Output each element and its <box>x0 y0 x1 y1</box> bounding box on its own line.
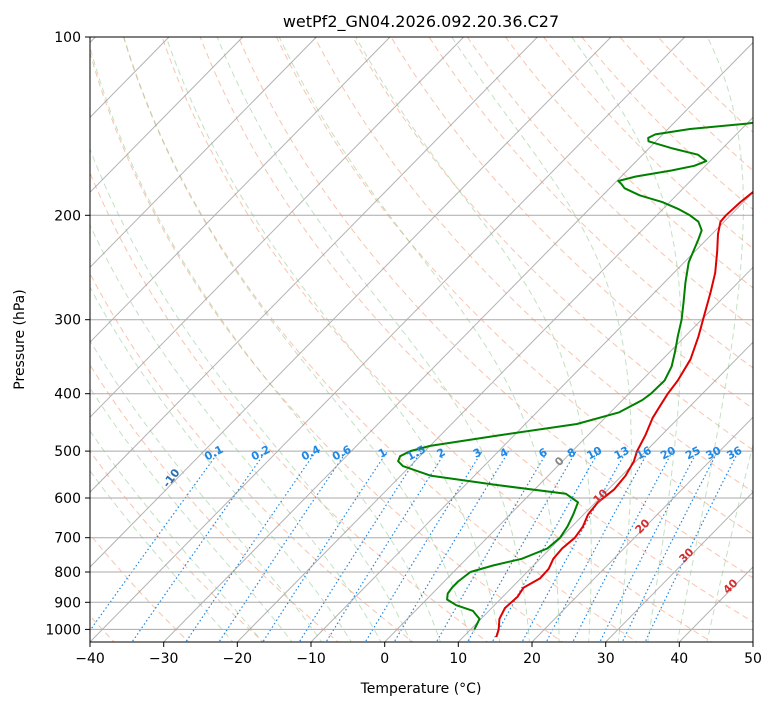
plot-area: 0.10.20.40.611.52346810131620253036-100-… <box>90 37 753 642</box>
y-tick-label: 800 <box>54 565 81 581</box>
x-tick-label: 20 <box>523 651 541 667</box>
mixing-ratio-line <box>131 450 267 642</box>
isotherm-line <box>90 37 244 194</box>
mixing-ratio-line <box>521 450 627 642</box>
mixing-ratio-line <box>218 450 348 642</box>
y-axis-label: Pressure (hPa) <box>12 289 28 389</box>
isotherm-line <box>531 416 753 642</box>
mixing-ratio-label: 36 <box>725 444 745 463</box>
x-tick-label: −10 <box>296 651 326 667</box>
moist-adiabat-line <box>90 223 382 642</box>
x-axis-label: Temperature (°C) <box>360 681 482 697</box>
dry-adiabat-line <box>466 37 753 329</box>
mixing-ratio-line <box>545 450 649 642</box>
isotherm-line <box>90 37 317 269</box>
mixing-ratio-label: 10 <box>585 444 605 463</box>
isotherm-line <box>90 37 391 343</box>
mixing-ratio-label: 30 <box>704 444 724 463</box>
plot-frame <box>89 36 754 643</box>
mixing-ratio-line <box>90 450 220 632</box>
y-tick-label: 900 <box>54 595 81 611</box>
mixing-ratio-line <box>325 450 447 642</box>
isotherm-line <box>90 37 686 642</box>
y-tick-label: 500 <box>54 444 81 460</box>
y-axis-ticks: 100 200 300 400 500 600 700 800 900 1000 <box>45 30 90 638</box>
dry-adiabat-line <box>428 37 753 369</box>
moist-adiabat-line <box>90 147 412 642</box>
isotherms <box>90 37 753 642</box>
x-tick-label: 50 <box>744 651 762 667</box>
y-tick-label: 1000 <box>45 622 81 638</box>
x-tick-label: 0 <box>380 651 389 667</box>
x-tick-label: −20 <box>223 651 253 667</box>
chart-title: wetPf2_GN04.2026.092.20.36.C27 <box>283 12 559 32</box>
mixing-ratio-line <box>572 450 674 642</box>
x-tick-label: 40 <box>670 651 688 667</box>
dry-adiabat-line <box>352 37 753 451</box>
isotherm-line <box>163 41 753 642</box>
dry-adiabat-line <box>314 37 753 493</box>
isotherm-line <box>236 116 753 642</box>
x-tick-label: 30 <box>597 651 615 667</box>
mixing-ratio-line <box>364 450 483 642</box>
dry-adiabat-line <box>237 37 753 579</box>
y-tick-label: 400 <box>54 387 81 403</box>
mixing-ratio-label: 25 <box>683 444 703 463</box>
dry-adiabat-line <box>504 37 753 289</box>
dry-adiabat-line <box>390 37 753 410</box>
y-tick-label: 100 <box>54 30 81 46</box>
mixing-ratio-label: 20 <box>658 444 678 463</box>
dry-adiabat-line <box>90 272 414 642</box>
x-tick-label: −30 <box>149 651 179 667</box>
x-tick-label: −40 <box>75 651 105 667</box>
isotherm-line <box>384 266 753 642</box>
mixing-ratio-line <box>435 450 549 642</box>
dry-adiabat-line <box>161 37 713 642</box>
isotherm-line <box>90 37 465 418</box>
sounding-series <box>397 121 753 638</box>
y-tick-label: 300 <box>54 313 81 329</box>
mixing-ratio-line <box>298 450 422 642</box>
y-tick-label: 600 <box>54 491 81 507</box>
mixing-ratio-label: 13 <box>612 444 632 463</box>
y-tick-label: 200 <box>54 208 81 224</box>
mixing-ratio-line <box>185 450 317 642</box>
x-axis-ticks: −40 −30 −20 −10 0 10 20 30 40 50 <box>75 642 762 667</box>
mixing-ratio-line <box>262 450 388 642</box>
pressure-gridlines <box>90 37 753 630</box>
dewpoint-profile-line <box>397 121 753 630</box>
isotherm-line <box>605 491 753 642</box>
isotherm-line <box>90 37 538 493</box>
mixing-ratio-line <box>599 450 698 642</box>
temperature-profile-line <box>495 190 753 638</box>
isotherm-line <box>310 191 753 642</box>
isotherm-line <box>90 37 612 568</box>
mixing-ratio-label: 16 <box>634 444 654 463</box>
y-tick-label: 700 <box>54 531 81 547</box>
x-tick-label: 10 <box>449 651 467 667</box>
mixing-ratio-lines <box>90 450 740 642</box>
